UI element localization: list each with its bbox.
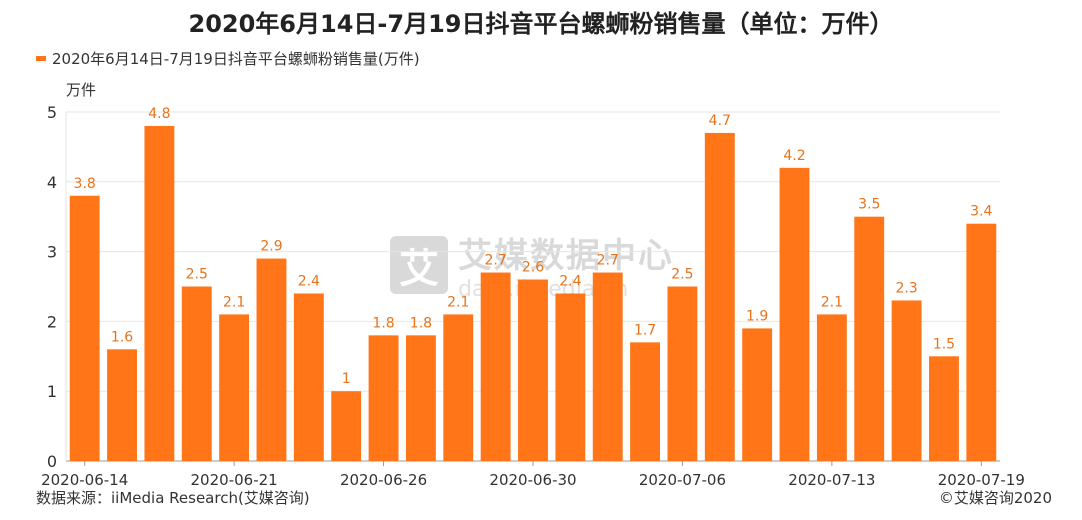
bar (331, 391, 362, 461)
data-label: 1.8 (410, 315, 432, 331)
data-label: 4.2 (783, 148, 805, 164)
bar (630, 342, 661, 461)
data-label: 1.5 (933, 336, 955, 352)
y-axis-unit: 万件 (66, 81, 97, 99)
data-label: 3.5 (858, 197, 880, 213)
x-tick-label: 2020-06-26 (340, 471, 427, 489)
data-label: 1.9 (746, 308, 768, 324)
bar (181, 286, 212, 461)
bar (443, 314, 474, 461)
data-label: 2.5 (671, 267, 693, 283)
x-tick-label: 2020-06-14 (41, 471, 128, 489)
y-tick-label: 4 (47, 173, 57, 192)
y-tick-label: 5 (47, 103, 57, 122)
legend-label: 2020年6月14日-7月19日抖音平台螺蛳粉销售量(万件) (52, 50, 420, 68)
data-label: 2.1 (223, 294, 245, 310)
bar (929, 356, 959, 461)
source-note: 数据来源：iiMedia Research(艾媒咨询) (36, 489, 310, 507)
x-tick-label: 2020-06-21 (191, 471, 278, 489)
data-label: 1.8 (372, 315, 394, 331)
bar (779, 167, 810, 461)
data-label: 2.6 (522, 260, 544, 276)
x-tick-label: 2020-07-13 (788, 471, 875, 489)
bar (144, 125, 175, 462)
data-label: 2.3 (895, 280, 917, 296)
bar (592, 272, 623, 461)
data-label: 3.8 (74, 176, 96, 192)
data-label: 3.4 (970, 204, 992, 220)
data-label: 1.6 (111, 329, 133, 345)
bar (816, 314, 847, 461)
x-tick-label: 2020-07-06 (639, 471, 726, 489)
data-label: 1.7 (634, 322, 656, 338)
bar (69, 195, 100, 461)
data-label: 2.9 (260, 239, 282, 255)
x-tick-label: 2020-06-30 (489, 471, 576, 489)
watermark-name: 艾媒数据中心 (458, 236, 674, 276)
data-label: 2.1 (821, 294, 843, 310)
bar (293, 293, 324, 461)
bar (480, 272, 511, 461)
data-label: 2.4 (298, 273, 320, 289)
data-label: 2.1 (447, 294, 469, 310)
data-label: 2.4 (559, 273, 581, 289)
bar (742, 328, 773, 461)
bar (854, 216, 885, 461)
x-tick-label: 2020-07-19 (938, 471, 1025, 489)
y-tick-label: 1 (47, 382, 57, 401)
data-label: 4.7 (709, 113, 731, 129)
bar (518, 279, 548, 461)
data-label: 1 (342, 371, 351, 387)
bar (966, 223, 997, 461)
bar (107, 349, 137, 461)
legend-swatch (36, 56, 46, 61)
bar (405, 335, 436, 461)
data-label: 2.7 (597, 253, 619, 269)
bar (219, 314, 250, 461)
legend: 2020年6月14日-7月19日抖音平台螺蛳粉销售量(万件) (36, 48, 420, 69)
bar (368, 335, 399, 461)
chart-title: 2020年6月14日-7月19日抖音平台螺蛳粉销售量（单位：万件） (188, 10, 894, 38)
y-tick-label: 0 (47, 452, 57, 471)
watermark-logo: 艾 (390, 236, 448, 294)
bar (891, 300, 922, 461)
bar (667, 286, 698, 461)
y-tick-label: 2 (47, 312, 57, 331)
bar (555, 293, 586, 461)
bar (704, 132, 735, 461)
data-label: 4.8 (148, 106, 170, 122)
y-tick-label: 3 (47, 243, 57, 262)
copyright-note: ©艾媒咨询2020 (938, 489, 1052, 507)
data-label: 2.5 (186, 267, 208, 283)
data-label: 2.7 (485, 253, 507, 269)
bar (256, 258, 287, 461)
